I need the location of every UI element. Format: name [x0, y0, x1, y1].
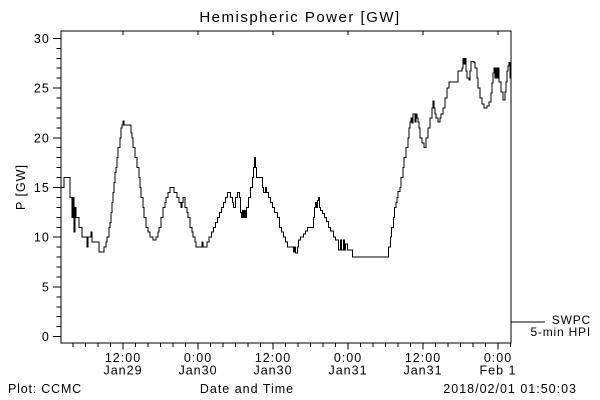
y-tick-label: 10 — [34, 231, 50, 245]
x-tick-date-label: Jan31 — [328, 364, 367, 378]
x-tick-date-label: Jan29 — [103, 364, 142, 378]
chart-title: Hemispheric Power [GW] — [199, 9, 401, 26]
x-tick-time-label: 12:00 — [255, 351, 291, 365]
legend-label-line1: SWPC — [551, 313, 591, 327]
y-tick-label: 30 — [34, 32, 50, 46]
y-tick-label: 15 — [34, 181, 50, 195]
x-axis-label: Date and Time — [199, 382, 295, 396]
y-tick-label: 25 — [34, 82, 50, 96]
plot-border — [60, 30, 512, 344]
legend-label-line2: 5-min HPI — [530, 325, 591, 339]
x-tick-time-label: 12:00 — [405, 351, 441, 365]
x-tick-time-label: 0:00 — [184, 351, 212, 365]
x-tick-date-label: Jan31 — [403, 364, 442, 378]
y-tick-label: 20 — [34, 131, 50, 145]
x-tick-time-label: 0:00 — [334, 351, 362, 365]
plot-credit: Plot: CCMC — [8, 382, 82, 396]
x-tick-time-label: 0:00 — [484, 351, 512, 365]
hpi-step-line — [60, 57, 512, 258]
y-tick-label: 5 — [42, 280, 50, 294]
x-tick-date-label: Jan30 — [178, 364, 217, 378]
x-tick-date-label: Jan30 — [253, 364, 292, 378]
x-tick-time-label: 12:00 — [105, 351, 141, 365]
plot-timestamp: 2018/02/01 01:50:03 — [443, 382, 577, 396]
y-tick-label: 0 — [42, 330, 50, 344]
x-tick-date-label: Feb 1 — [480, 364, 517, 378]
